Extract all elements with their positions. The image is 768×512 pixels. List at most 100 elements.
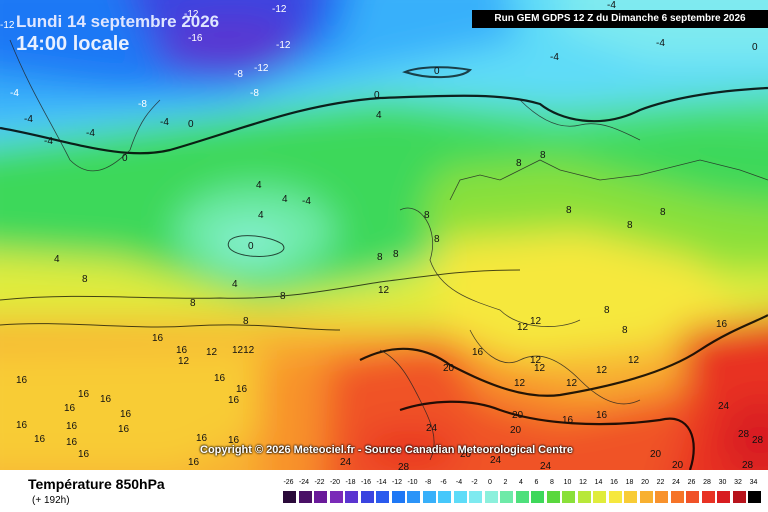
temperature-label: 1212 (232, 345, 255, 356)
temperature-label: 8 (434, 234, 440, 245)
temperature-label: 0 (248, 241, 254, 252)
scale-color-cell (732, 491, 746, 503)
scale-color-cell (360, 491, 374, 503)
temperature-label: 8 (540, 150, 546, 161)
temperature-label: 16 (100, 394, 112, 405)
temperature-label: 28 (398, 462, 410, 470)
temperature-label: 4 (376, 110, 382, 121)
temperature-label: 16 (16, 375, 28, 386)
scale-tick-label: 0 (488, 479, 492, 486)
temperature-label: 16 (152, 333, 164, 344)
temperature-label: 8 (190, 298, 196, 309)
temperature-label: 8 (243, 316, 249, 327)
temperature-label: 16 (78, 389, 90, 400)
temperature-label: -4 (10, 88, 19, 99)
scale-tick-label: -6 (440, 479, 447, 486)
scale-color-cell (655, 491, 668, 503)
scale-color-cell (593, 491, 606, 503)
map-canvas (0, 0, 768, 470)
temperature-label: 16 (472, 347, 484, 358)
scale-tick-label: 34 (749, 479, 758, 486)
temperature-label: -4 (302, 196, 311, 207)
temperature-label: -4 (656, 38, 665, 49)
scale-color-cell (624, 491, 637, 503)
temperature-label: -12 (184, 9, 199, 20)
scale-tick-label: 22 (656, 479, 665, 486)
temperature-label: -12 (0, 20, 15, 31)
scale-color-cell (283, 491, 296, 503)
temperature-label: 8 (622, 325, 628, 336)
scale-color-cell (562, 491, 575, 503)
scale-tick-label: -24 (298, 479, 310, 486)
scale-tick-label: 6 (534, 479, 539, 486)
scale-color-cell (577, 491, 591, 503)
map-footer: Température 850hPa (+ 192h) -26 -24 -22 -20… (0, 470, 768, 512)
temperature-label: 12 (514, 378, 526, 389)
scale-tick-label: 28 (703, 479, 711, 486)
temperature-label: 4 (258, 210, 264, 221)
scale-color-cell (345, 491, 358, 503)
scale-tick-label: -22 (314, 479, 325, 486)
scale-tick-label: 24 (672, 479, 680, 486)
temperature-label: 20 (672, 460, 684, 470)
scale-tick-label: -4 (455, 479, 463, 486)
temperature-label: 16 (176, 345, 188, 356)
temperature-label: 0 (374, 90, 380, 101)
scale-color-cell (391, 491, 405, 503)
temperature-label: 8 (516, 158, 522, 169)
scale-tick-label: 12 (579, 479, 587, 486)
temperature-label: 28 (752, 435, 764, 446)
temperature-label: 12 (178, 356, 190, 367)
temperature-label: 8 (280, 291, 286, 302)
scale-color-cell (422, 491, 436, 503)
temperature-label: 16 (64, 403, 76, 414)
temperature-label: 16 (118, 424, 130, 435)
scale-tick-label: 30 (718, 479, 727, 486)
temperature-label: 4 (232, 279, 238, 290)
temperature-label: 8 (566, 205, 572, 216)
temperature-label: -12 (276, 40, 291, 51)
valid-date-title: Lundi 14 septembre 2026 (16, 12, 220, 31)
scale-tick-label: -14 (376, 479, 387, 486)
temperature-label: 8 (82, 274, 88, 285)
scale-color-cell (438, 491, 451, 503)
temperature-label: -12 (254, 63, 269, 74)
forecast-hour: (+ 192h) (32, 495, 70, 506)
scale-tick-label: -16 (360, 479, 372, 486)
temperature-label: 12 (534, 363, 546, 374)
scale-tick-label: -18 (345, 479, 356, 486)
model-run-info: Run GEM GDPS 12 Z du Dimanche 6 septembr… (472, 10, 768, 28)
temperature-label: 24 (340, 457, 352, 468)
temperature-label: 12 (628, 355, 640, 366)
scale-tick-label: 10 (563, 479, 572, 486)
temperature-label: -8 (234, 69, 243, 80)
temperature-label: 8 (424, 210, 430, 221)
temperature-label: 16 (66, 437, 78, 448)
temperature-label: 28 (742, 460, 754, 470)
scale-color-cell (639, 491, 653, 503)
temperature-label: 16 (66, 421, 78, 432)
temperature-label: 16 (188, 457, 200, 468)
temperature-label: -12 (272, 4, 287, 15)
scale-color-cell (748, 491, 761, 503)
temperature-label: 16 (120, 409, 132, 420)
scale-color-cell (500, 491, 513, 503)
temperature-label: 28 (738, 429, 750, 440)
scale-color-cell (717, 491, 730, 503)
scale-tick-label: 8 (550, 479, 554, 486)
temperature-label: 8 (377, 252, 383, 263)
scale-color-cell (329, 491, 343, 503)
temperature-label: 20 (460, 449, 472, 460)
scale-tick-label: 16 (610, 479, 618, 486)
valid-time-title: 14:00 locale (16, 33, 130, 55)
scale-tick-label: 4 (519, 479, 523, 486)
temperature-label: 24 (540, 461, 552, 470)
temperature-label: 8 (627, 220, 633, 231)
scale-tick-label: -12 (391, 479, 403, 486)
temperature-label: 4 (256, 180, 262, 191)
scale-tick-label: 14 (594, 479, 603, 486)
temperature-label: 16 (196, 433, 208, 444)
scale-color-cell (531, 491, 544, 503)
scale-color-cell (608, 491, 622, 503)
variable-title: Température 850hPa (28, 476, 165, 492)
